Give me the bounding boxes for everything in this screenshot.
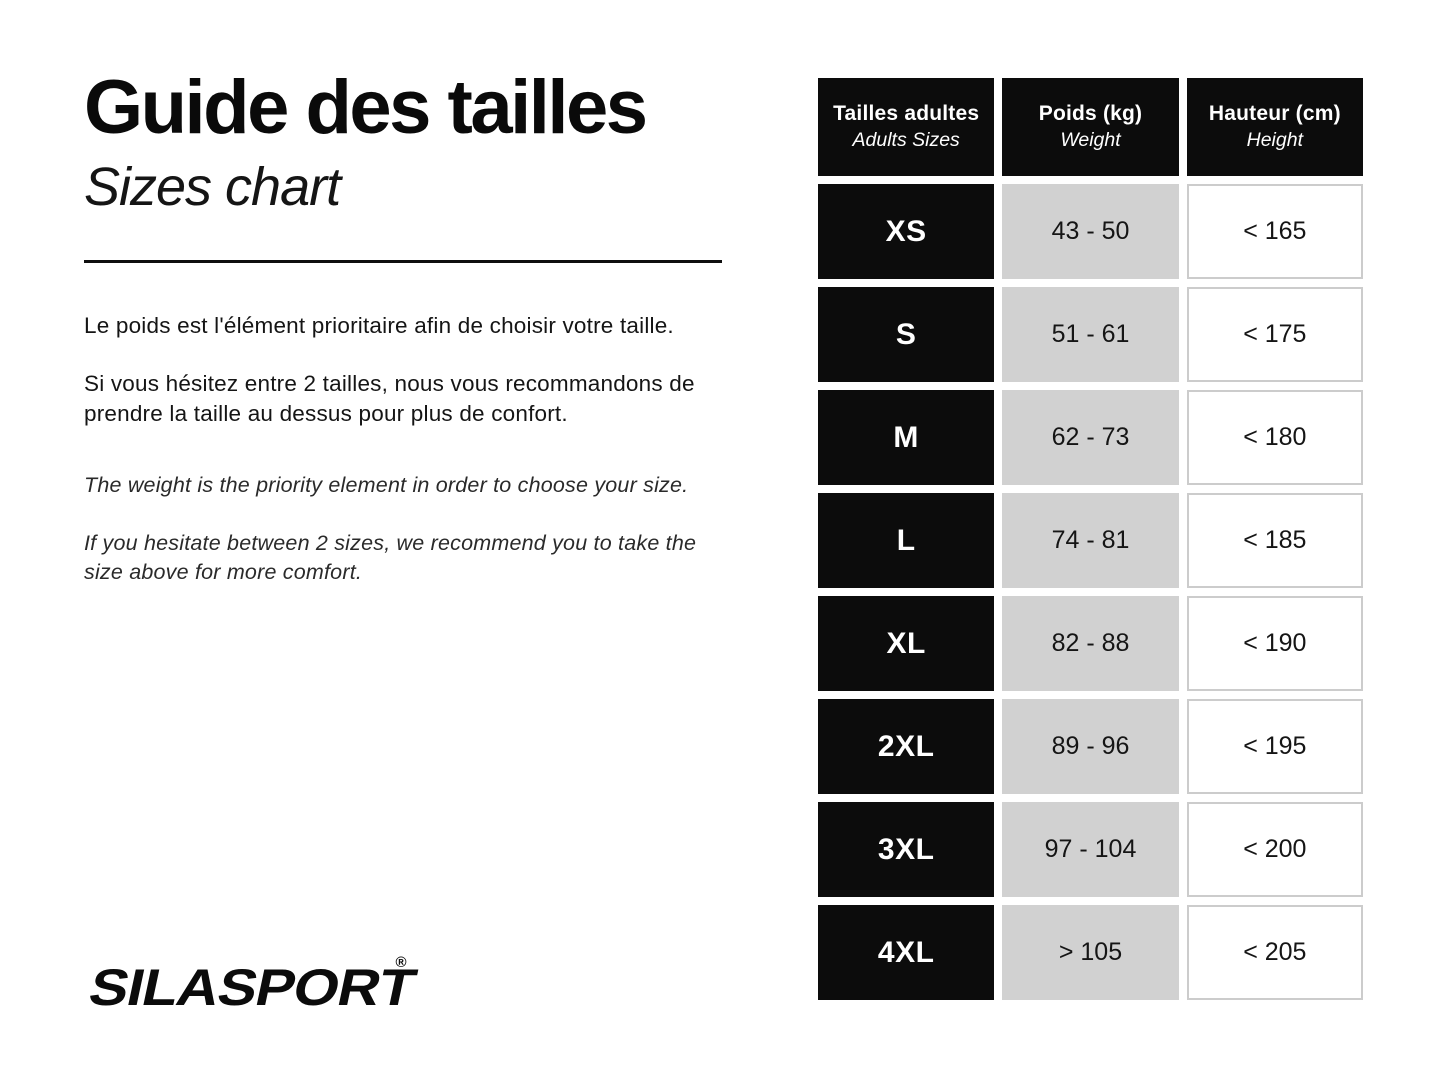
weight-cell: 82 - 88 <box>1002 596 1179 691</box>
intro-paragraph-fr-1: Le poids est l'élément prioritaire afin … <box>84 313 674 338</box>
height-cell: < 200 <box>1186 802 1363 897</box>
size-cell: 3XL <box>818 802 995 897</box>
size-cell: 2XL <box>818 699 995 794</box>
column-header-height-fr: Hauteur (cm) <box>1208 102 1341 125</box>
intro-section: Guide des tailles Sizes chart Le poids e… <box>84 70 764 587</box>
weight-cell: 74 - 81 <box>1002 493 1179 588</box>
height-cell: < 165 <box>1186 184 1363 279</box>
column-header-weight-en: Weight <box>1060 129 1121 151</box>
size-cell: XS <box>818 184 995 279</box>
intro-paragraph-en-1: The weight is the priority element in or… <box>84 473 689 497</box>
height-cell: < 205 <box>1186 905 1363 1000</box>
title-divider <box>84 260 722 263</box>
height-cell: < 180 <box>1186 390 1363 485</box>
column-header-height: Hauteur (cm) Height <box>1186 78 1363 176</box>
weight-cell: 62 - 73 <box>1002 390 1179 485</box>
sizes-table: Tailles adultes Adults Sizes Poids (kg) … <box>818 78 1363 1000</box>
page-title: Guide des tailles <box>84 65 648 150</box>
size-cell: XL <box>818 596 995 691</box>
height-cell: < 185 <box>1186 493 1363 588</box>
height-cell: < 175 <box>1186 287 1363 382</box>
column-header-weight-fr: Poids (kg) <box>1038 102 1143 125</box>
weight-cell: 51 - 61 <box>1002 287 1179 382</box>
page-subtitle: Sizes chart <box>84 157 341 217</box>
size-cell: M <box>818 390 995 485</box>
height-cell: < 190 <box>1186 596 1363 691</box>
size-cell: L <box>818 493 995 588</box>
weight-cell: 97 - 104 <box>1002 802 1179 897</box>
intro-paragraph-fr-2: Si vous hésitez entre 2 tailles, nous vo… <box>84 371 695 426</box>
size-cell: 4XL <box>818 905 995 1000</box>
brand-wordmark: SILASPORT <box>84 958 421 1017</box>
weight-cell: 43 - 50 <box>1002 184 1179 279</box>
size-cell: S <box>818 287 995 382</box>
weight-cell: 89 - 96 <box>1002 699 1179 794</box>
weight-cell: > 105 <box>1002 905 1179 1000</box>
height-cell: < 195 <box>1186 699 1363 794</box>
column-header-sizes-fr: Tailles adultes <box>833 102 980 125</box>
brand-logo: SILASPORT® <box>84 952 420 1017</box>
column-header-weight: Poids (kg) Weight <box>1002 78 1179 176</box>
column-header-height-en: Height <box>1246 129 1303 151</box>
intro-paragraph-en-2: If you hesitate between 2 sizes, we reco… <box>84 531 697 584</box>
registered-trademark-symbol: ® <box>395 954 407 971</box>
column-header-sizes-en: Adults Sizes <box>852 129 960 151</box>
column-header-sizes: Tailles adultes Adults Sizes <box>818 78 995 176</box>
